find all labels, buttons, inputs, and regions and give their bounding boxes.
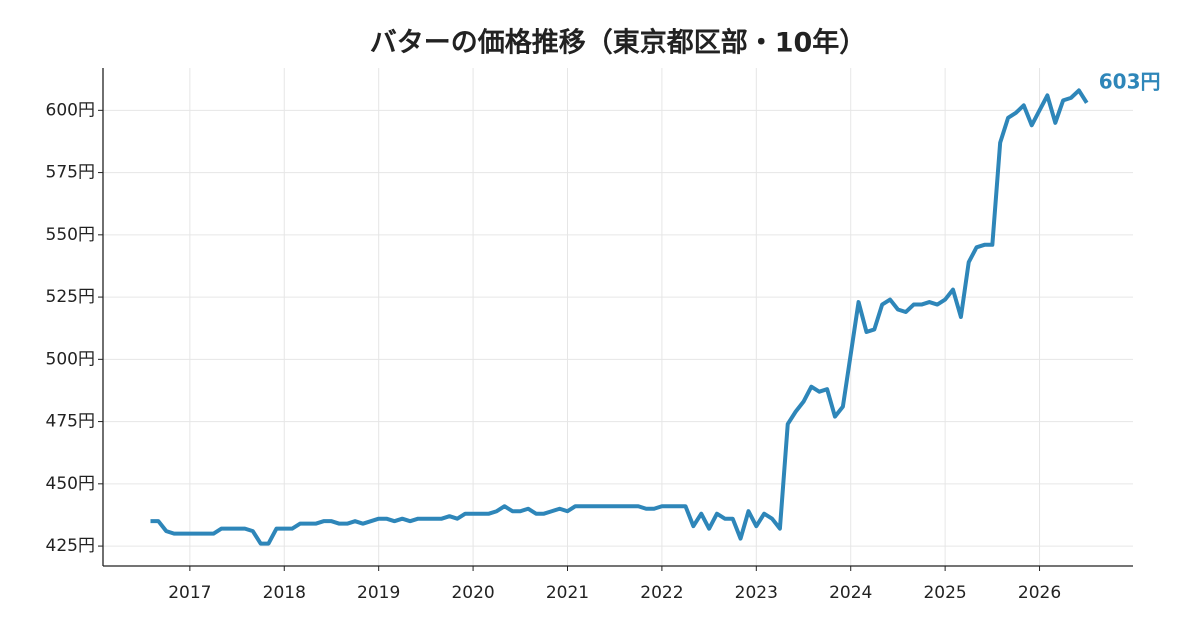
x-tick-label: 2026	[1018, 583, 1061, 603]
y-tick-label: 475円	[46, 412, 95, 432]
x-tick-label: 2025	[923, 583, 966, 603]
x-tick-label: 2022	[640, 583, 683, 603]
line	[150, 88, 1089, 546]
x-tick-label: 2018	[263, 583, 306, 603]
y-tick-label: 500円	[46, 349, 95, 369]
x-tick-label: 2019	[357, 583, 400, 603]
y-tick-label: 425円	[46, 536, 95, 556]
x-tick-label: 2020	[451, 583, 494, 603]
x-tick-label: 2017	[168, 583, 211, 603]
chart-title: バターの価格推移（東京都区部・10年）	[370, 27, 867, 59]
y-tick-label: 525円	[46, 287, 95, 307]
x-tick-label: 2024	[829, 583, 872, 603]
y-tick-label: 450円	[46, 474, 95, 494]
y-tick-label: 600円	[46, 100, 95, 120]
x-tick-label: 2023	[735, 583, 778, 603]
y-tick-label: 550円	[46, 225, 95, 245]
x-tick-label: 2021	[546, 583, 589, 603]
value-label: 603円	[1099, 69, 1161, 93]
y-tick-label: 575円	[46, 163, 95, 183]
